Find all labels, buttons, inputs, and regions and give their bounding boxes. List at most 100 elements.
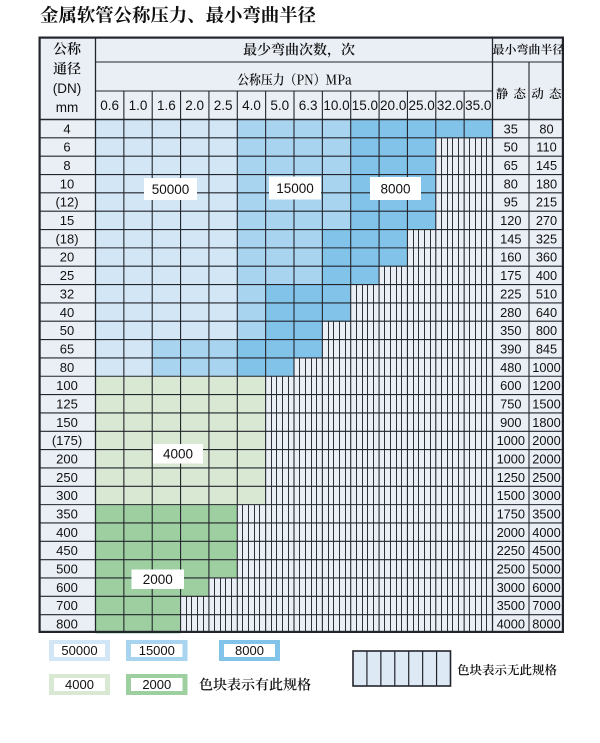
- svg-text:5000: 5000: [532, 562, 560, 577]
- svg-text:1800: 1800: [532, 415, 560, 430]
- svg-text:10.0: 10.0: [323, 98, 349, 113]
- svg-text:35.0: 35.0: [465, 98, 491, 113]
- svg-text:2.0: 2.0: [185, 98, 204, 113]
- svg-text:845: 845: [536, 341, 557, 356]
- svg-text:750: 750: [500, 397, 521, 412]
- svg-text:4500: 4500: [532, 543, 560, 558]
- svg-text:80: 80: [504, 176, 518, 191]
- svg-text:32.0: 32.0: [437, 98, 463, 113]
- svg-text:15000: 15000: [139, 643, 175, 658]
- svg-text:1000: 1000: [497, 433, 525, 448]
- svg-text:8: 8: [63, 158, 70, 173]
- svg-text:225: 225: [500, 286, 521, 301]
- svg-text:65: 65: [60, 341, 74, 356]
- svg-text:0.6: 0.6: [100, 98, 119, 113]
- svg-text:3500: 3500: [532, 507, 560, 522]
- svg-text:(12): (12): [55, 195, 78, 210]
- svg-text:65: 65: [504, 158, 518, 173]
- svg-text:350: 350: [56, 507, 78, 522]
- svg-text:390: 390: [500, 341, 521, 356]
- svg-text:20.0: 20.0: [380, 98, 406, 113]
- svg-text:325: 325: [536, 231, 557, 246]
- svg-text:180: 180: [536, 176, 557, 191]
- svg-text:3000: 3000: [532, 488, 560, 503]
- svg-text:5.0: 5.0: [270, 98, 289, 113]
- svg-text:4: 4: [63, 121, 70, 136]
- svg-text:700: 700: [56, 598, 78, 613]
- svg-text:300: 300: [56, 488, 78, 503]
- svg-text:80: 80: [60, 360, 74, 375]
- svg-text:800: 800: [536, 323, 557, 338]
- svg-text:2000: 2000: [532, 433, 560, 448]
- svg-text:400: 400: [536, 268, 557, 283]
- svg-text:2500: 2500: [497, 562, 525, 577]
- svg-text:2500: 2500: [532, 470, 560, 485]
- svg-text:350: 350: [500, 323, 521, 338]
- svg-text:3500: 3500: [497, 598, 525, 613]
- svg-text:6: 6: [63, 140, 70, 155]
- svg-text:360: 360: [536, 250, 557, 265]
- svg-text:10: 10: [60, 176, 74, 191]
- svg-text:4000: 4000: [163, 447, 193, 462]
- svg-text:800: 800: [56, 617, 78, 632]
- svg-text:510: 510: [536, 286, 557, 301]
- svg-text:4.0: 4.0: [242, 98, 261, 113]
- svg-text:32: 32: [60, 286, 74, 301]
- svg-text:500: 500: [56, 562, 78, 577]
- svg-text:50: 50: [60, 323, 74, 338]
- svg-text:15000: 15000: [276, 181, 314, 196]
- svg-text:250: 250: [56, 470, 78, 485]
- svg-text:1000: 1000: [497, 452, 525, 467]
- svg-text:2000: 2000: [143, 572, 173, 587]
- svg-text:25.0: 25.0: [408, 98, 434, 113]
- svg-text:(18): (18): [55, 231, 78, 246]
- svg-text:480: 480: [500, 360, 521, 375]
- svg-text:4000: 4000: [497, 617, 525, 632]
- svg-text:600: 600: [500, 378, 521, 393]
- svg-text:25: 25: [60, 268, 74, 283]
- svg-text:450: 450: [56, 543, 78, 558]
- svg-text:8000: 8000: [380, 181, 410, 196]
- svg-text:50: 50: [504, 140, 518, 155]
- svg-text:15.0: 15.0: [352, 98, 378, 113]
- svg-text:1500: 1500: [532, 397, 560, 412]
- svg-text:7000: 7000: [532, 598, 560, 613]
- svg-text:100: 100: [56, 378, 78, 393]
- svg-text:215: 215: [536, 195, 557, 210]
- svg-text:50000: 50000: [61, 643, 97, 658]
- svg-text:1250: 1250: [497, 470, 525, 485]
- svg-text:3000: 3000: [497, 580, 525, 595]
- svg-text:2000: 2000: [532, 452, 560, 467]
- svg-text:1.0: 1.0: [129, 98, 148, 113]
- svg-text:145: 145: [536, 158, 557, 173]
- svg-text:95: 95: [504, 195, 518, 210]
- svg-text:(175): (175): [52, 433, 82, 448]
- svg-text:900: 900: [500, 415, 521, 430]
- svg-text:1.6: 1.6: [157, 98, 176, 113]
- svg-text:mm: mm: [56, 100, 79, 115]
- svg-text:4000: 4000: [65, 677, 94, 692]
- svg-text:270: 270: [536, 213, 557, 228]
- svg-text:125: 125: [56, 397, 78, 412]
- svg-text:200: 200: [56, 452, 78, 467]
- svg-text:600: 600: [56, 580, 78, 595]
- svg-text:(DN): (DN): [53, 81, 82, 96]
- svg-text:2000: 2000: [142, 677, 171, 692]
- svg-text:6000: 6000: [532, 580, 560, 595]
- svg-text:640: 640: [536, 305, 557, 320]
- svg-text:280: 280: [500, 305, 521, 320]
- svg-text:1500: 1500: [497, 488, 525, 503]
- svg-text:145: 145: [500, 231, 521, 246]
- svg-text:1750: 1750: [497, 507, 525, 522]
- svg-text:400: 400: [56, 525, 78, 540]
- svg-text:15: 15: [60, 213, 74, 228]
- svg-text:175: 175: [500, 268, 521, 283]
- svg-text:2.5: 2.5: [214, 98, 233, 113]
- svg-text:8000: 8000: [532, 617, 560, 632]
- svg-text:80: 80: [539, 121, 553, 136]
- svg-text:2000: 2000: [497, 525, 525, 540]
- svg-text:20: 20: [60, 250, 74, 265]
- svg-text:1200: 1200: [532, 378, 560, 393]
- svg-text:4000: 4000: [532, 525, 560, 540]
- svg-text:110: 110: [536, 140, 556, 155]
